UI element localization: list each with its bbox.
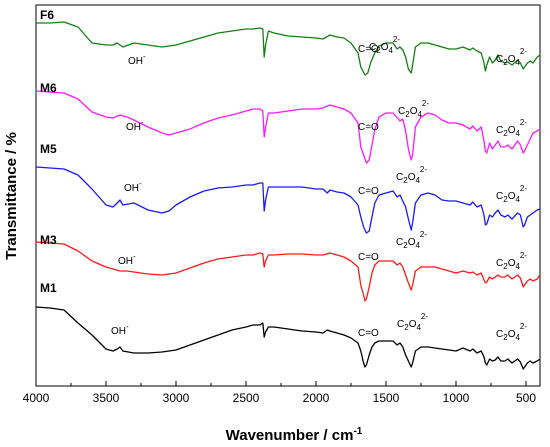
annotation-co: C=O <box>358 328 379 339</box>
annotation-oxalate: C2O42- <box>397 312 428 332</box>
series-group <box>35 21 541 370</box>
annotation-oh: OH- <box>126 118 144 133</box>
annotation-co: C=O <box>358 186 379 197</box>
annotation-oxalate: C2O42- <box>496 251 527 271</box>
annotation-oxalate: C2O42- <box>496 118 527 138</box>
annotation-oxalate: C2O42- <box>396 165 427 185</box>
series-line-m1 <box>35 306 541 370</box>
x-axis-ticks: 4000 3500 3000 2500 2000 1500 1000 500 <box>23 381 536 405</box>
series-label-m6: M6 <box>40 81 57 95</box>
series-label-f6: F6 <box>40 8 54 22</box>
x-axis-title: Wavenumber / cm-1 <box>226 426 363 444</box>
annotation-oxalate: C2O42- <box>496 322 527 342</box>
x-tick-label: 1500 <box>373 391 400 405</box>
annotation-oh: OH- <box>118 252 136 267</box>
annotation-oxalate: C2O42- <box>398 99 429 119</box>
series-labels: F6 M6 M5 M3 M1 <box>40 8 57 295</box>
annotation-oh: OH- <box>124 179 142 194</box>
annotation-co: C=O <box>358 44 379 55</box>
series-line-m3 <box>35 241 541 302</box>
series-line-m5 <box>35 166 541 234</box>
annotation-co: C=O <box>358 252 379 263</box>
x-tick-label: 4000 <box>23 391 50 405</box>
annotation-oxalate: C2O42- <box>369 35 400 55</box>
annotation-oxalate: C2O42- <box>496 184 527 204</box>
annotation-oh: OH- <box>128 52 146 67</box>
series-line-m6 <box>35 90 541 164</box>
x-tick-label: 3000 <box>163 391 190 405</box>
series-line-f6 <box>36 21 541 76</box>
y-axis-title: Transmittance / % <box>3 132 20 260</box>
series-label-m3: M3 <box>40 233 57 247</box>
plot-frame <box>35 4 541 387</box>
x-tick-label: 500 <box>516 391 536 405</box>
x-tick-label: 2000 <box>303 391 330 405</box>
series-label-m1: M1 <box>40 281 57 295</box>
x-tick-label: 3500 <box>93 391 120 405</box>
x-tick-label: 1000 <box>443 391 470 405</box>
annotation-co: C=O <box>358 122 379 133</box>
x-tick-label: 2500 <box>233 391 260 405</box>
annotation-oxalate: C2O42- <box>396 230 427 250</box>
series-label-m5: M5 <box>40 142 57 156</box>
annotation-oh: OH- <box>111 322 129 337</box>
annotation-oxalate: C2O42- <box>496 47 527 67</box>
